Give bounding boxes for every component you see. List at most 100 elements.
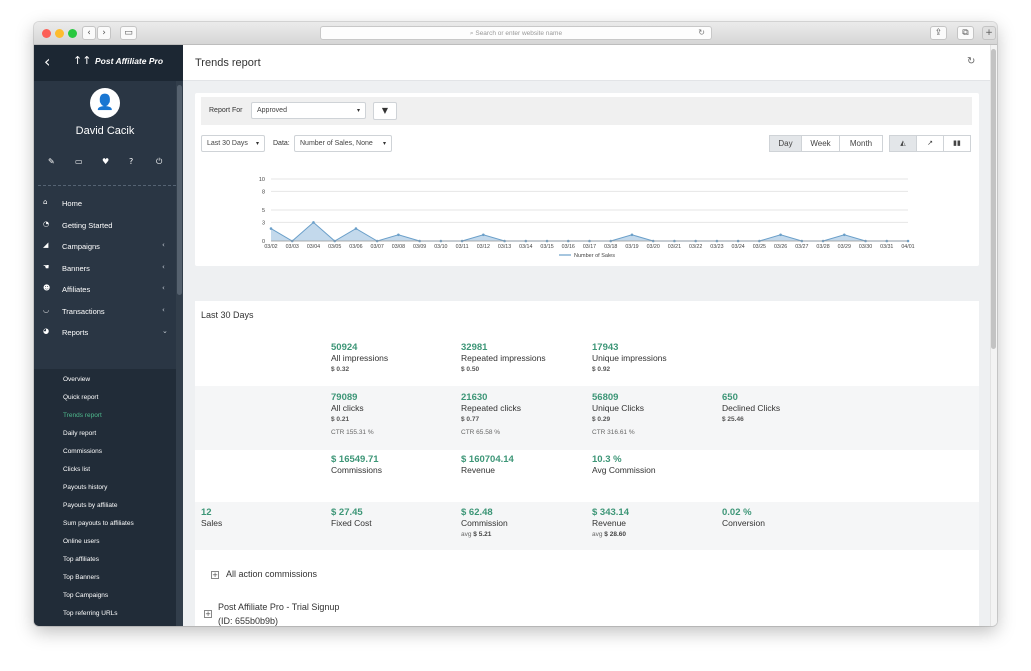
granularity-week-button[interactable]: Week <box>801 135 840 152</box>
y-tick-label: 0 <box>262 239 265 245</box>
impressions-row: 50924 All impressions $ 0.32 32981 Repea… <box>195 342 979 386</box>
monitor-icon[interactable]: ▭ <box>75 157 83 166</box>
granularity-month-button[interactable]: Month <box>839 135 883 152</box>
sidebar-item-getting-started[interactable]: ◔ Getting Started <box>34 215 176 235</box>
sidebar-item-home[interactable]: ⌂ Home <box>34 193 176 213</box>
x-tick-label: 03/03 <box>286 244 299 250</box>
stat-label: Repeated clicks <box>461 403 522 413</box>
y-tick-label: 5 <box>262 208 265 214</box>
browser-forward-button[interactable]: › <box>97 26 111 40</box>
avatar[interactable]: 👤 <box>90 88 120 118</box>
data-point <box>312 221 315 224</box>
filter-button[interactable]: ▼ <box>373 102 397 120</box>
x-tick-label: 03/21 <box>668 244 681 250</box>
heartbeat-icon[interactable]: ♥ <box>102 157 110 166</box>
reload-icon[interactable]: ↻ <box>698 28 705 37</box>
stat-value: 21630 <box>461 392 488 403</box>
power-icon[interactable]: ⏻ <box>156 157 163 166</box>
sidebar-divider <box>38 185 176 186</box>
stat-label: Declined Clicks <box>722 403 781 413</box>
collapse-sidebar-icon[interactable]: ‹ <box>44 52 51 71</box>
stat-label: Avg Commission <box>592 465 656 475</box>
sidebar-scrollbar-thumb[interactable] <box>177 85 182 295</box>
line-chart-icon[interactable]: ↗ <box>916 135 944 152</box>
sidebar-quick-icons: ✎ ▭ ♥? ⏻ <box>34 157 176 169</box>
sidebar-toggle-button[interactable]: ▭ <box>120 26 137 40</box>
stat-value: 17943 <box>592 342 619 353</box>
submenu-item-daily-report[interactable]: Daily report <box>63 430 97 437</box>
report-for-select[interactable]: Approved ▾ <box>251 102 366 119</box>
minimize-window-button[interactable] <box>55 29 64 38</box>
expand-all-commissions-button[interactable]: + <box>211 571 219 579</box>
granularity-day-button[interactable]: Day <box>769 135 802 152</box>
report-for-label: Report For <box>209 107 243 114</box>
submenu-item-payouts-by-affiliate[interactable]: Payouts by affiliate <box>63 502 118 509</box>
stat-value: $ 62.48 <box>461 507 493 518</box>
stat-sub: $ 0.29 <box>592 416 611 423</box>
stat-sub: $ 0.77 <box>461 416 480 423</box>
stat-label: Commissions <box>331 465 383 475</box>
close-window-button[interactable] <box>42 29 51 38</box>
stat-value: 50924 <box>331 342 358 353</box>
legend-label: Number of Sales <box>574 253 615 259</box>
stat-label: All clicks <box>331 403 364 413</box>
stat-label: All impressions <box>331 353 389 363</box>
date-range-select[interactable]: Last 30 Days ▾ <box>201 135 265 152</box>
browser-back-button[interactable]: ‹ <box>82 26 96 40</box>
address-placeholder: Search or enter website name <box>475 30 563 37</box>
stat-value: 650 <box>722 392 738 403</box>
x-tick-label: 03/30 <box>859 244 872 250</box>
sidebar-scrollbar[interactable] <box>176 81 183 626</box>
refresh-icon[interactable]: ↻ <box>967 56 976 67</box>
new-tab-button[interactable]: + <box>982 26 996 40</box>
submenu-item-online-users[interactable]: Online users <box>63 538 100 545</box>
sidebar-item-label: Getting Started <box>62 220 113 230</box>
bar-chart-icon[interactable]: ▮▮ <box>943 135 971 152</box>
pie-chart-icon: ◕ <box>43 327 50 335</box>
chevron-down-icon: ⌄ <box>162 327 168 335</box>
data-select[interactable]: Number of Sales, None ▾ <box>294 135 392 152</box>
all-action-commissions-label[interactable]: All action commissions <box>226 569 318 579</box>
sidebar-item-affiliates[interactable]: ☻ Affiliates ‹ <box>34 279 176 299</box>
chevron-left-icon: ‹ <box>162 284 165 292</box>
clock-icon: ◔ <box>43 219 50 228</box>
x-tick-label: 03/16 <box>562 244 575 250</box>
help-icon[interactable]: ? <box>129 157 134 166</box>
expand-trial-signup-button[interactable]: + <box>204 610 212 618</box>
x-tick-label: 03/05 <box>328 244 341 250</box>
submenu-item-clicks-list[interactable]: Clicks list <box>63 466 91 473</box>
sidebar-item-banners[interactable]: ☚ Banners ‹ <box>34 258 176 278</box>
pencil-icon[interactable]: ✎ <box>48 157 55 166</box>
submenu-item-trends-report[interactable]: Trends report <box>63 412 102 419</box>
x-tick-label: 03/24 <box>732 244 745 250</box>
submenu-item-commissions[interactable]: Commissions <box>63 448 103 455</box>
report-for-value: Approved <box>257 107 287 114</box>
area-chart-icon[interactable]: ◭ <box>889 135 917 152</box>
stat-ctr: CTR 155.31 % <box>331 429 374 436</box>
sidebar-item-reports[interactable]: ◕ Reports ⌄ <box>34 322 176 342</box>
stat-sub: $ 0.32 <box>331 366 350 373</box>
submenu-item-sum-payouts-to-affiliates[interactable]: Sum payouts to affiliates <box>63 520 134 527</box>
show-tabs-button[interactable]: ⧉ <box>957 26 974 40</box>
stat-value: $ 27.45 <box>331 507 363 518</box>
submenu-item-top-campaigns[interactable]: Top Campaigns <box>63 592 109 599</box>
share-button[interactable]: ⇪ <box>930 26 947 40</box>
sidebar-item-transactions[interactable]: ◡ Transactions ‹ <box>34 301 176 321</box>
submenu-item-overview[interactable]: Overview <box>63 376 91 383</box>
main-scrollbar-thumb[interactable] <box>991 49 996 349</box>
users-icon: ☻ <box>43 284 51 292</box>
zoom-window-button[interactable] <box>68 29 77 38</box>
address-bar[interactable]: ⌕ Search or enter website name ↻ <box>320 26 712 40</box>
submenu-item-payouts-history[interactable]: Payouts history <box>63 484 108 491</box>
stat-sub: $ 0.21 <box>331 416 350 423</box>
submenu-item-top-affiliates[interactable]: Top affiliates <box>63 556 100 563</box>
x-tick-label: 03/28 <box>816 244 829 250</box>
sidebar-item-campaigns[interactable]: ◢ Campaigns ‹ <box>34 236 176 256</box>
submenu-item-quick-report[interactable]: Quick report <box>63 394 99 401</box>
submenu-item-top-referring-urls[interactable]: Top referring URLs <box>63 610 118 617</box>
user-icon: 👤 <box>95 93 115 111</box>
submenu-item-top-banners[interactable]: Top Banners <box>63 574 100 581</box>
y-tick-label: 8 <box>262 189 265 195</box>
x-tick-label: 03/11 <box>456 244 469 250</box>
trial-signup-label[interactable]: Post Affiliate Pro - Trial Signup <box>218 602 340 612</box>
